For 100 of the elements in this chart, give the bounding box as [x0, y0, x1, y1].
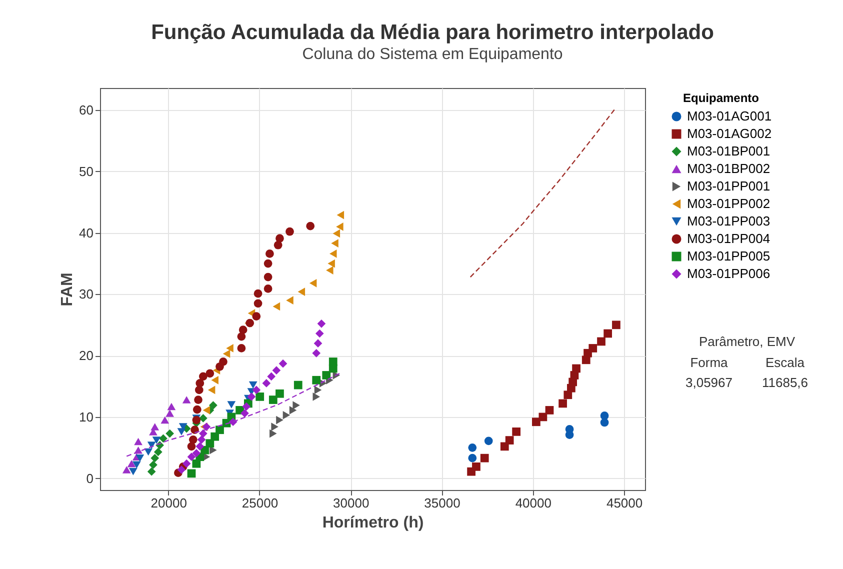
point — [468, 454, 477, 462]
y-tick-label: 10 — [79, 409, 94, 424]
point — [182, 459, 191, 468]
point — [237, 344, 246, 352]
x-tick-label: 25000 — [242, 496, 278, 510]
point — [472, 462, 480, 471]
x-tick-label: 35000 — [424, 496, 460, 510]
point — [132, 461, 141, 468]
legend-label: M03-01PP004 — [687, 231, 770, 246]
y-tick-label: 50 — [79, 164, 94, 179]
y-axis-title: FAM — [59, 272, 76, 306]
point — [468, 443, 477, 452]
y-tick-label: 20 — [79, 348, 94, 364]
point — [196, 379, 204, 388]
point — [289, 406, 297, 414]
x-tick-label: 40000 — [515, 496, 552, 510]
point — [612, 320, 620, 330]
point — [149, 460, 158, 470]
point — [322, 371, 331, 380]
point — [242, 402, 251, 411]
point — [134, 438, 142, 446]
legend-label: M03-01PP002 — [687, 196, 770, 211]
point — [282, 410, 290, 420]
point — [286, 227, 294, 236]
point — [182, 396, 191, 404]
point — [276, 389, 284, 398]
point — [202, 406, 210, 414]
point — [192, 416, 201, 424]
point — [192, 448, 201, 458]
point — [264, 284, 272, 293]
point — [166, 410, 174, 417]
point — [336, 210, 344, 220]
chart-title: Função Acumulada da Média para horimetro interpolado — [151, 21, 714, 44]
point — [248, 381, 258, 389]
legend-label: M03-01AG002 — [687, 126, 772, 141]
point — [336, 222, 344, 231]
point — [565, 430, 574, 439]
point — [256, 392, 264, 401]
legend-label: M03-01PP003 — [687, 214, 770, 228]
text: Forma — [690, 355, 729, 370]
point — [271, 422, 278, 431]
y-tick-label: 60 — [79, 102, 94, 118]
point — [262, 379, 271, 388]
point — [597, 337, 606, 346]
point — [532, 418, 540, 426]
point — [312, 348, 321, 358]
point — [600, 418, 609, 427]
point — [272, 366, 281, 375]
point — [484, 436, 493, 446]
point — [188, 436, 198, 444]
legend-label: M03-01BP001 — [687, 144, 770, 158]
text: 3,05967 — [686, 375, 732, 390]
point — [312, 376, 321, 384]
point — [187, 469, 196, 478]
text: Parâmetro, EMV — [698, 334, 796, 349]
point — [152, 436, 161, 444]
point — [122, 466, 131, 474]
point — [268, 396, 278, 404]
legend-label: M03-01AG001 — [687, 108, 772, 124]
point — [332, 229, 340, 238]
legend-label: M03-01PP005 — [687, 248, 770, 264]
point — [127, 460, 136, 468]
x-tick-label: 30000 — [333, 496, 370, 510]
point — [167, 402, 176, 410]
point — [226, 344, 234, 352]
point — [209, 401, 218, 410]
point — [237, 332, 246, 341]
point — [264, 259, 272, 268]
point — [187, 452, 196, 462]
text: 11685,6 — [762, 375, 808, 390]
point — [150, 423, 160, 430]
point — [177, 466, 186, 474]
point — [219, 358, 228, 366]
point — [604, 329, 612, 338]
point — [150, 454, 160, 462]
point — [247, 392, 256, 401]
y-tick-label: 30 — [79, 286, 94, 302]
point — [194, 386, 204, 394]
point — [254, 299, 262, 308]
chart-subtitle: Coluna do Sistema em Equipamento — [302, 46, 563, 63]
x-tick-label: 20000 — [150, 496, 187, 510]
point — [196, 442, 204, 451]
point — [588, 344, 598, 352]
point — [227, 401, 236, 408]
point — [208, 386, 216, 394]
point — [314, 386, 322, 394]
point — [545, 406, 554, 414]
line-series — [126, 372, 340, 457]
point — [331, 239, 338, 248]
point — [480, 454, 489, 462]
point — [246, 318, 254, 328]
point — [198, 429, 208, 438]
point — [211, 376, 218, 384]
point — [286, 296, 294, 305]
point — [198, 372, 208, 381]
y-tick-label: 0 — [86, 470, 94, 486]
point — [512, 428, 520, 436]
point — [538, 412, 548, 422]
point — [328, 259, 335, 268]
point — [252, 386, 261, 394]
